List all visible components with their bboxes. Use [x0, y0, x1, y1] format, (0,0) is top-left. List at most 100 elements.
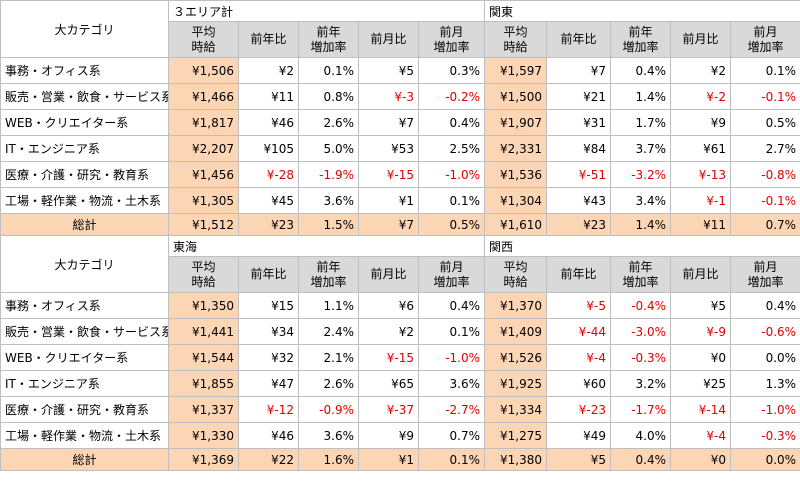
- mom-cell: ¥-1: [670, 187, 732, 214]
- avg-wage-cell: ¥1,855: [168, 370, 239, 397]
- yoy-cell: ¥22: [238, 448, 299, 471]
- yoy-cell: ¥23: [546, 213, 612, 236]
- mom-rate-cell: 3.6%: [417, 370, 486, 397]
- mom-rate-cell: -0.1%: [730, 187, 800, 214]
- avg-wage-cell: ¥1,466: [168, 83, 239, 110]
- yoy-cell: ¥11: [238, 83, 299, 110]
- mom-rate-cell: -1.0%: [417, 161, 486, 188]
- region-header-row: 大カテゴリ 東海 関西: [0, 235, 800, 293]
- mom-rate-cell: 0.1%: [730, 57, 800, 84]
- mom-cell: ¥-13: [670, 161, 732, 188]
- col-yoy-rate: 前年 増加率: [610, 256, 672, 293]
- header-line: 前月: [439, 24, 464, 39]
- header-line: 増加率: [310, 274, 347, 289]
- mom-cell: ¥0: [670, 448, 732, 471]
- header-line: 増加率: [433, 39, 470, 54]
- category-label: IT・エンジニア系: [0, 135, 169, 162]
- header-line: 増加率: [622, 274, 659, 289]
- mom-cell: ¥7: [358, 213, 419, 236]
- avg-wage-cell: ¥1,526: [484, 344, 548, 371]
- col-yoy-rate: 前年 増加率: [298, 256, 359, 293]
- mom-cell: ¥-15: [358, 161, 419, 188]
- yoy-rate-cell: 1.4%: [610, 213, 672, 236]
- wage-table: 大カテゴリ ３エリア計 関東 平均 時給 前年比 前年 増加率 前月比 前月 増加率 平均 時給 前年比前…: [0, 0, 800, 471]
- header-line: 前月: [753, 24, 778, 39]
- avg-wage-cell: ¥1,380: [484, 448, 548, 471]
- region-name: 関西: [484, 235, 800, 257]
- yoy-rate-cell: -1.7%: [610, 396, 672, 423]
- yoy-cell: ¥21: [546, 83, 612, 110]
- mom-rate-cell: 0.5%: [417, 213, 486, 236]
- category-label: 総計: [0, 213, 169, 236]
- yoy-cell: ¥60: [546, 370, 612, 397]
- avg-wage-cell: ¥1,817: [168, 109, 239, 136]
- header-line: 増加率: [310, 39, 347, 54]
- yoy-cell: ¥105: [238, 135, 299, 162]
- table-row: 事務・オフィス系 ¥1,506 ¥2 0.1% ¥5 0.3% ¥1,597 ¥7 0.4% ¥2…: [0, 57, 800, 84]
- header-line: 時給: [191, 39, 216, 54]
- mom-cell: ¥53: [358, 135, 419, 162]
- mom-rate-cell: -1.0%: [417, 344, 486, 371]
- column-header-row: 平均 時給 前年比 前年 増加率 前月比 前月 増加率 平均 時給 前年比 前年 増加率 前月比 前月 増加率: [1, 21, 800, 58]
- mom-cell: ¥9: [358, 422, 419, 449]
- avg-wage-cell: ¥1,544: [168, 344, 239, 371]
- mom-cell: ¥-37: [358, 396, 419, 423]
- category-label: 医療・介護・研究・教育系: [0, 161, 169, 188]
- mom-cell: ¥-9: [670, 318, 732, 345]
- yoy-cell: ¥-51: [546, 161, 612, 188]
- yoy-cell: ¥46: [238, 109, 299, 136]
- mom-rate-cell: 0.7%: [417, 422, 486, 449]
- avg-wage-cell: ¥1,275: [484, 422, 548, 449]
- table-row: WEB・クリエイター系 ¥1,817 ¥46 2.6% ¥7 0.4% ¥1,907 ¥31 1…: [0, 109, 800, 136]
- avg-wage-cell: ¥1,536: [484, 161, 548, 188]
- avg-wage-cell: ¥1,925: [484, 370, 548, 397]
- header-line: 平均: [503, 259, 528, 274]
- category-label: WEB・クリエイター系: [0, 109, 169, 136]
- yoy-cell: ¥45: [238, 187, 299, 214]
- table-row: IT・エンジニア系 ¥2,207 ¥105 5.0% ¥53 2.5% ¥2,331 ¥84 3…: [0, 135, 800, 162]
- yoy-rate-cell: 1.1%: [298, 292, 359, 319]
- yoy-rate-cell: 2.1%: [298, 344, 359, 371]
- avg-wage-cell: ¥1,350: [168, 292, 239, 319]
- mom-rate-cell: 0.3%: [417, 57, 486, 84]
- header-line: 増加率: [747, 274, 784, 289]
- category-label: 事務・オフィス系: [0, 292, 169, 319]
- total-row: 総計 ¥1,369 ¥22 1.6% ¥1 0.1% ¥1,380 ¥5 0.4% ¥0 0.0%: [0, 448, 800, 471]
- yoy-rate-cell: 1.4%: [610, 83, 672, 110]
- col-mom: 前月比: [358, 256, 419, 293]
- mom-cell: ¥5: [358, 57, 419, 84]
- category-label: 販売・営業・飲食・サービス系: [0, 83, 169, 110]
- col-mom-rate: 前月 増加率: [730, 256, 800, 293]
- region-header-row: 大カテゴリ ３エリア計 関東: [0, 0, 800, 58]
- mom-cell: ¥-2: [670, 83, 732, 110]
- yoy-cell: ¥23: [238, 213, 299, 236]
- mom-cell: ¥7: [358, 109, 419, 136]
- table-row: 医療・介護・研究・教育系 ¥1,456 ¥-28 -1.9% ¥-15 -1.0% ¥1,5…: [0, 161, 800, 188]
- col-avg-wage: 平均 時給: [168, 21, 239, 58]
- table-row: 医療・介護・研究・教育系 ¥1,337 ¥-12 -0.9% ¥-37 -2.7% ¥1,3…: [0, 396, 800, 423]
- col-yoy: 前年比: [546, 21, 612, 58]
- yoy-cell: ¥31: [546, 109, 612, 136]
- yoy-rate-cell: 3.6%: [298, 422, 359, 449]
- yoy-cell: ¥-12: [238, 396, 299, 423]
- mom-rate-cell: 0.4%: [417, 292, 486, 319]
- mom-rate-cell: 0.1%: [417, 318, 486, 345]
- yoy-cell: ¥-28: [238, 161, 299, 188]
- col-mom: 前月比: [670, 21, 732, 58]
- yoy-rate-cell: 3.2%: [610, 370, 672, 397]
- col-avg-wage: 平均 時給: [168, 256, 239, 293]
- category-label: 総計: [0, 448, 169, 471]
- mom-cell: ¥-14: [670, 396, 732, 423]
- avg-wage-cell: ¥1,369: [168, 448, 239, 471]
- category-label: 工場・軽作業・物流・土木系: [0, 187, 169, 214]
- header-line: 増加率: [433, 274, 470, 289]
- yoy-rate-cell: 1.5%: [298, 213, 359, 236]
- mom-cell: ¥0: [670, 344, 732, 371]
- mom-rate-cell: -0.6%: [730, 318, 800, 345]
- avg-wage-cell: ¥1,512: [168, 213, 239, 236]
- avg-wage-cell: ¥2,331: [484, 135, 548, 162]
- mom-cell: ¥25: [670, 370, 732, 397]
- mom-cell: ¥-15: [358, 344, 419, 371]
- mom-cell: ¥2: [358, 318, 419, 345]
- yoy-rate-cell: -1.9%: [298, 161, 359, 188]
